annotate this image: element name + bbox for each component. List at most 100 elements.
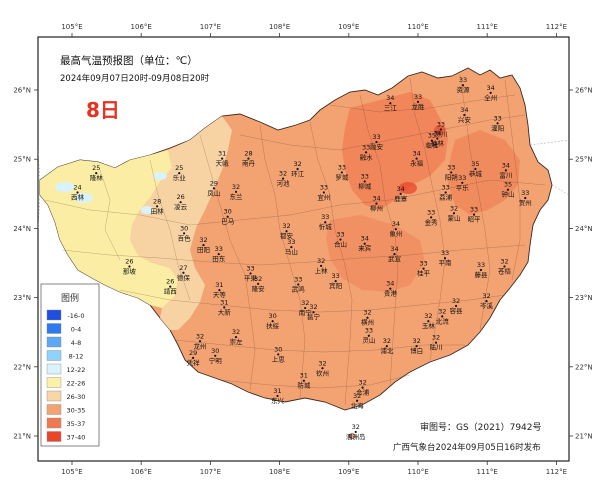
station-temp: 34: [460, 106, 468, 114]
legend-swatch: [46, 377, 62, 388]
station-temp: 32: [358, 379, 366, 387]
station-dot: [276, 394, 279, 398]
station-name: 三江: [384, 104, 398, 112]
station-dot: [218, 288, 221, 292]
station-dot: [297, 283, 300, 286]
station-dot: [361, 386, 364, 389]
legend-swatch: [46, 350, 62, 361]
station-temp: 32: [232, 328, 240, 336]
axis-ticks: 105°E 105°E 106°E 106°E 107°E 107°E 108°E 108°E…: [13, 23, 592, 476]
station-temp: 34: [372, 195, 380, 203]
station-temp: 31: [220, 298, 228, 306]
station-dot: [485, 300, 488, 303]
station-name: 昭平: [468, 216, 482, 224]
legend-label: -16-0: [67, 312, 84, 320]
station-temp: 34: [487, 84, 495, 92]
station-temp: 35: [471, 160, 479, 168]
station-temp: 32: [432, 334, 440, 342]
station-dot: [363, 180, 366, 183]
station-temp: 32: [279, 170, 287, 178]
station-temp: 33: [427, 208, 435, 216]
station-temp: 31: [273, 387, 281, 395]
station-name: 蒙山: [447, 213, 460, 222]
station-dot: [463, 113, 466, 117]
station-dot: [496, 122, 499, 125]
station-name: 桂林: [431, 139, 445, 148]
station-name: 富川: [499, 170, 512, 179]
station-name: 天等: [213, 290, 227, 299]
legend-item: 8-12: [46, 350, 84, 361]
station-name: 陆川: [429, 343, 442, 352]
station-temp: 33: [459, 76, 467, 84]
station-name: 天峨: [216, 159, 230, 168]
legend-item: 4-8: [46, 336, 81, 348]
station-name: 巴马: [221, 218, 234, 226]
station-temp: 33: [320, 183, 328, 191]
county-boundaries: [44, 74, 546, 406]
station-dot: [452, 212, 456, 215]
station-dot: [192, 356, 195, 359]
station-name: 崇左: [230, 337, 244, 346]
station-name: 都安: [280, 231, 294, 240]
lon-label-bottom: 109°E: [338, 468, 359, 476]
legend-label: 8-12: [69, 353, 84, 361]
station-dot: [444, 191, 447, 194]
station: 30 巴马: [221, 208, 234, 226]
lon-label-top: 107°E: [200, 23, 221, 31]
lon-label-bottom: 110°E: [407, 468, 428, 476]
station-temp: 34: [361, 235, 369, 243]
station-temp: 34: [433, 130, 441, 138]
station-temp: 30: [211, 347, 219, 355]
station-dot: [320, 264, 323, 267]
station-dot: [340, 171, 343, 174]
station-dot: [504, 169, 507, 172]
station-dot: [366, 316, 369, 319]
warm-zone-west: [130, 116, 232, 330]
cool-zone-west: [40, 150, 178, 308]
station-temp: 25: [175, 164, 183, 172]
station-temp: 31: [300, 372, 308, 380]
station-name: 扶绥: [266, 321, 280, 330]
station-name: 容县: [450, 306, 464, 315]
station-dot: [375, 202, 378, 205]
station-temp: 32: [452, 297, 460, 305]
station-temp: 26: [177, 193, 185, 201]
legend-swatch: [46, 431, 62, 442]
station-temp: 33: [338, 163, 346, 171]
legend-item: 37-40: [46, 431, 85, 442]
station-temp: 33: [215, 245, 223, 253]
station-temp: 34: [412, 150, 420, 158]
legend-items: -16-0 0-4 4-8 8-12 12-22 22-26 26-30 30-35 35-37…: [46, 309, 85, 442]
cold-patch-2: [75, 193, 93, 203]
legend-item: 22-26: [46, 377, 85, 388]
station-dot: [415, 157, 418, 160]
very-hot-patch-1: [399, 182, 417, 194]
station-name: 阳朔: [445, 172, 458, 181]
station-temp: 33: [458, 174, 466, 182]
station-name: 全州: [484, 93, 497, 102]
lat-label-right: 22°N: [575, 363, 593, 371]
station-temp: 32: [317, 257, 325, 265]
